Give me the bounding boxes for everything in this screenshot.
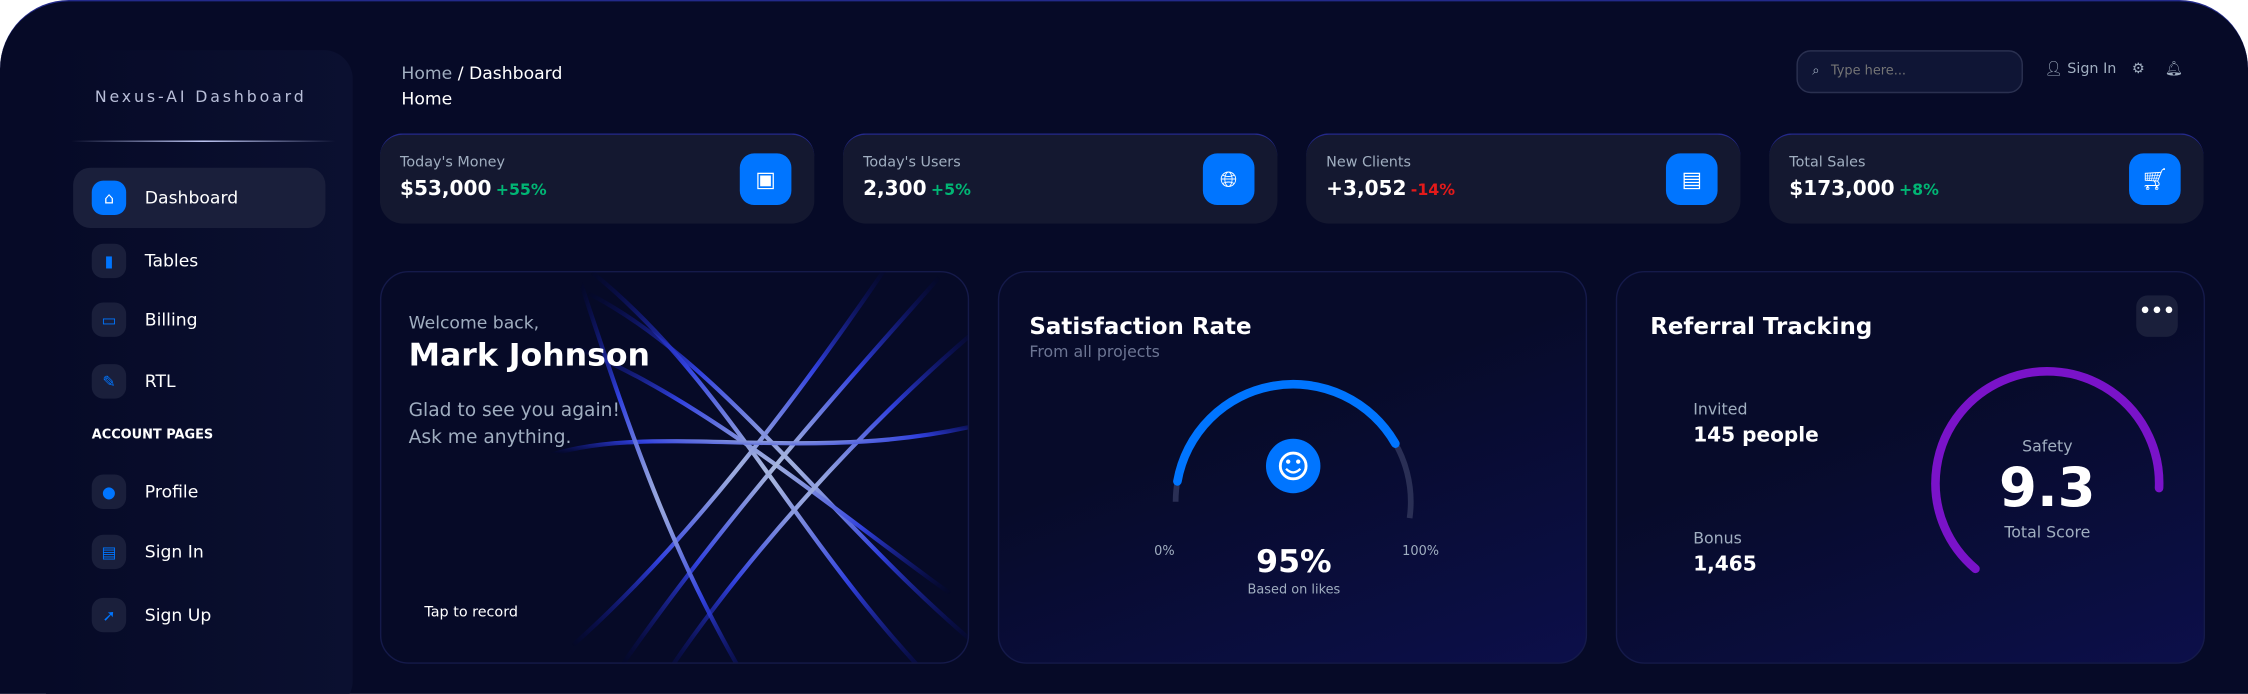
referral-card: Referral Tracking ••• Invited 145 people… <box>1615 270 2206 664</box>
sign-in-link[interactable]: 👤︎ Sign In <box>2044 62 2116 78</box>
invited-label: Invited <box>1693 400 1748 419</box>
stat-card: Today's Users 2,300 +5% 🌐︎ <box>843 133 1278 224</box>
wrench-icon: ✎ <box>91 364 127 399</box>
safety-gauge <box>1931 367 2164 574</box>
welcome-line: Glad to see you again! <box>408 400 620 422</box>
ellipsis-icon: ••• <box>2139 301 2175 323</box>
sidebar-item-sign-in[interactable]: ▤ Sign In <box>73 522 325 582</box>
label: Sign Up <box>144 605 212 626</box>
gauge-min: 0% <box>1154 544 1175 560</box>
more-options-button[interactable]: ••• <box>2136 295 2178 337</box>
stat-card: New Clients +3,052 -14% ▤ <box>1306 133 1741 224</box>
label: Billing <box>144 309 198 330</box>
page-title: Home <box>401 88 453 109</box>
breadcrumb-current: Dashboard <box>469 63 563 84</box>
chart-icon: ▮ <box>91 243 127 279</box>
card-title: Satisfaction Rate <box>1029 312 1252 340</box>
globe-icon: 🌐︎ <box>1202 153 1255 206</box>
sign-in-label: Sign In <box>2067 61 2117 78</box>
divider <box>71 140 336 142</box>
stat-change: -14% <box>1410 180 1456 200</box>
stat-label: Today's Users <box>863 154 961 171</box>
welcome-card: Welcome back, Mark Johnson Glad to see y… <box>379 270 970 664</box>
sidebar-item-billing[interactable]: ▭ Billing <box>73 290 325 350</box>
gear-icon[interactable]: ⚙ <box>2131 61 2145 78</box>
welcome-line: Ask me anything. <box>408 427 572 449</box>
tap-to-record-button[interactable]: Tap to record <box>424 605 518 621</box>
card-title: Referral Tracking <box>1650 312 1873 340</box>
stat-change: +8% <box>1898 180 1939 200</box>
cart-icon: 🛒︎ <box>2129 153 2181 206</box>
bonus-label: Bonus <box>1693 529 1742 548</box>
rocket-icon: ➚ <box>91 597 127 633</box>
document-icon: ▤ <box>91 534 127 570</box>
sidebar-item-dashboard[interactable]: ⌂ Dashboard <box>73 167 326 228</box>
gauge-fill <box>1173 379 1400 486</box>
wallet-icon: ▣ <box>739 153 792 206</box>
gauge-max: 100% <box>1402 544 1440 560</box>
person-icon: ● <box>91 474 127 509</box>
sidebar-item-sign-up[interactable]: ➚ Sign Up <box>73 585 325 645</box>
breadcrumb-home[interactable]: Home <box>401 63 453 84</box>
stat-label: New Clients <box>1326 154 1411 171</box>
stat-card: Today's Money $53,000 +55% ▣ <box>379 133 815 224</box>
label: Tables <box>144 250 199 271</box>
satisfaction-value: 95% <box>1256 544 1332 581</box>
credit-card-icon: ▭ <box>91 302 127 337</box>
stat-change: +55% <box>495 180 547 200</box>
sidebar-item-profile[interactable]: ● Profile <box>73 462 325 522</box>
stat-card: Total Sales $173,000 +8% 🛒︎ <box>1769 133 2204 224</box>
stat-value: 2,300 +5% <box>863 178 971 201</box>
user-name: Mark Johnson <box>408 338 651 375</box>
person-icon: 👤︎ <box>2044 61 2063 78</box>
satisfaction-gauge <box>1172 379 1414 519</box>
search-icon: ⌕ <box>1812 64 1820 79</box>
score-caption: Total Score <box>2004 523 2091 542</box>
stat-change: +5% <box>930 180 971 200</box>
stat-number: $53,000 <box>400 177 492 201</box>
stat-number: +3,052 <box>1326 177 1407 201</box>
brand-title: Nexus-AI Dashboard <box>94 87 307 107</box>
stat-value: +3,052 -14% <box>1326 178 1455 201</box>
satisfaction-card: Satisfaction Rate From all projects 0% 1… <box>997 270 1588 664</box>
section-heading: ACCOUNT PAGES <box>91 428 214 444</box>
search-box[interactable]: ⌕ <box>1796 50 2023 94</box>
label: Sign In <box>144 541 204 563</box>
label: Profile <box>144 481 199 502</box>
document-icon: ▤ <box>1665 153 1718 206</box>
search-input[interactable] <box>1830 64 1989 79</box>
breadcrumb: Home / Dashboard <box>401 63 562 83</box>
bonus-value: 1,465 <box>1693 553 1757 577</box>
bell-icon[interactable]: 🔔︎ <box>2164 61 2184 78</box>
home-icon: ⌂ <box>91 180 127 216</box>
sidebar-item-rtl[interactable]: ✎ RTL <box>73 351 325 411</box>
stat-value: $173,000 +8% <box>1789 178 1939 201</box>
invited-value: 145 people <box>1693 424 1819 448</box>
breadcrumb-separator: / <box>457 63 464 84</box>
stat-label: Today's Money <box>400 154 505 171</box>
label: Dashboard <box>144 187 239 208</box>
smile-icon <box>1265 438 1321 494</box>
stat-label: Total Sales <box>1789 154 1866 171</box>
welcome-greeting: Welcome back, <box>408 312 540 333</box>
sidebar-item-tables[interactable]: ▮ Tables <box>73 231 325 291</box>
satisfaction-caption: Based on likes <box>1247 583 1341 598</box>
stat-number: $173,000 <box>1789 177 1895 201</box>
stat-value: $53,000 +55% <box>400 178 547 201</box>
abstract-light-image <box>539 272 968 663</box>
card-subtitle: From all projects <box>1029 342 1160 362</box>
total-score: 9.3 <box>1999 455 2096 519</box>
stat-number: 2,300 <box>863 177 927 201</box>
gauge-label: Safety <box>2022 437 2073 456</box>
label: RTL <box>144 371 176 392</box>
gauge-fill <box>1931 367 2164 574</box>
welcome-message: Glad to see you again! Ask me anything. <box>409 397 696 451</box>
